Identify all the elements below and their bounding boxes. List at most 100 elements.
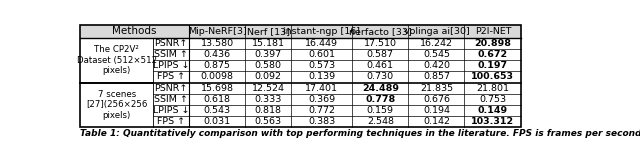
Text: 0.753: 0.753	[479, 95, 506, 104]
Bar	[465, 49, 522, 60]
Bar	[352, 83, 408, 94]
Text: 100.653: 100.653	[472, 72, 515, 81]
Text: 21.801: 21.801	[476, 84, 509, 93]
Bar	[465, 71, 522, 83]
Bar	[189, 49, 245, 60]
Bar	[245, 94, 291, 105]
Text: 0.563: 0.563	[255, 117, 282, 126]
Text: SSIM ↑: SSIM ↑	[154, 95, 188, 104]
Bar	[245, 105, 291, 116]
Text: 0.676: 0.676	[423, 95, 450, 104]
Bar	[80, 83, 154, 127]
Text: 0.778: 0.778	[365, 95, 396, 104]
Text: 0.0098: 0.0098	[201, 72, 234, 81]
Bar	[154, 83, 189, 94]
Bar	[154, 49, 189, 60]
Text: 0.461: 0.461	[367, 61, 394, 70]
Bar	[245, 60, 291, 71]
Text: 17.401: 17.401	[305, 84, 339, 93]
Text: 103.312: 103.312	[471, 117, 515, 126]
Bar	[189, 94, 245, 105]
Bar	[291, 60, 352, 71]
Bar	[291, 105, 352, 116]
Text: 0.333: 0.333	[255, 95, 282, 104]
Bar	[154, 38, 189, 49]
Bar	[154, 105, 189, 116]
Text: Table 1: Quantitatively comparison with top performing techniques in the literat: Table 1: Quantitatively comparison with …	[80, 129, 640, 138]
Text: instant-ngp [16]: instant-ngp [16]	[284, 27, 360, 36]
Text: 12.524: 12.524	[252, 84, 285, 93]
Text: PSNR↑: PSNR↑	[155, 84, 188, 93]
Text: 0.875: 0.875	[204, 61, 230, 70]
Bar	[291, 71, 352, 83]
Bar	[352, 116, 408, 127]
Text: 0.601: 0.601	[308, 50, 335, 59]
Text: 0.397: 0.397	[255, 50, 282, 59]
Bar	[352, 94, 408, 105]
Bar	[408, 116, 465, 127]
Bar	[291, 83, 352, 94]
Text: SSIM ↑: SSIM ↑	[154, 50, 188, 59]
Bar	[465, 116, 522, 127]
Text: LPIPS ↓: LPIPS ↓	[153, 61, 189, 70]
Text: 0.369: 0.369	[308, 95, 335, 104]
Bar	[291, 49, 352, 60]
Bar	[189, 60, 245, 71]
Text: 2.548: 2.548	[367, 117, 394, 126]
Bar	[154, 94, 189, 105]
Text: The CP2V²
Dataset (512×512
pixels): The CP2V² Dataset (512×512 pixels)	[77, 45, 157, 75]
Text: FPS ↑: FPS ↑	[157, 72, 186, 81]
Text: 21.835: 21.835	[420, 84, 453, 93]
Bar	[408, 94, 465, 105]
Text: 0.618: 0.618	[204, 95, 230, 104]
Bar	[154, 71, 189, 83]
Text: 0.543: 0.543	[204, 106, 230, 115]
Text: FPS ↑: FPS ↑	[157, 117, 186, 126]
Bar	[408, 83, 465, 94]
Text: 0.139: 0.139	[308, 72, 335, 81]
Bar	[80, 25, 522, 127]
Bar	[465, 105, 522, 116]
Bar	[352, 105, 408, 116]
Text: 0.580: 0.580	[255, 61, 282, 70]
Bar	[408, 71, 465, 83]
Text: 17.510: 17.510	[364, 39, 397, 48]
Bar	[352, 49, 408, 60]
Text: 15.181: 15.181	[252, 39, 285, 48]
Bar	[291, 94, 352, 105]
Bar	[408, 38, 465, 49]
Text: 0.573: 0.573	[308, 61, 335, 70]
Text: 0.383: 0.383	[308, 117, 335, 126]
Text: 13.580: 13.580	[200, 39, 234, 48]
Text: Mip-NeRF[3]: Mip-NeRF[3]	[188, 27, 246, 36]
Bar	[189, 38, 245, 49]
Bar	[154, 116, 189, 127]
Text: nerfacto [33]: nerfacto [33]	[349, 27, 412, 36]
Text: 0.545: 0.545	[423, 50, 450, 59]
Text: 0.587: 0.587	[367, 50, 394, 59]
Text: 16.449: 16.449	[305, 39, 339, 48]
Text: Nerf [13]: Nerf [13]	[247, 27, 290, 36]
Text: volinga ai[30]: volinga ai[30]	[403, 27, 469, 36]
Text: 0.818: 0.818	[255, 106, 282, 115]
Bar	[245, 38, 291, 49]
Text: 0.772: 0.772	[308, 106, 335, 115]
Bar	[189, 83, 245, 94]
Bar	[352, 60, 408, 71]
Bar	[408, 60, 465, 71]
Text: 0.730: 0.730	[367, 72, 394, 81]
Text: Methods: Methods	[112, 26, 157, 36]
Text: 0.436: 0.436	[204, 50, 230, 59]
Bar	[154, 60, 189, 71]
Text: 0.857: 0.857	[423, 72, 450, 81]
Text: 24.489: 24.489	[362, 84, 399, 93]
Bar	[352, 38, 408, 49]
Text: 20.898: 20.898	[474, 39, 511, 48]
Text: 0.159: 0.159	[367, 106, 394, 115]
Bar	[189, 71, 245, 83]
Bar	[245, 49, 291, 60]
Bar	[465, 94, 522, 105]
Bar	[408, 49, 465, 60]
Bar	[245, 71, 291, 83]
Text: 15.698: 15.698	[201, 84, 234, 93]
